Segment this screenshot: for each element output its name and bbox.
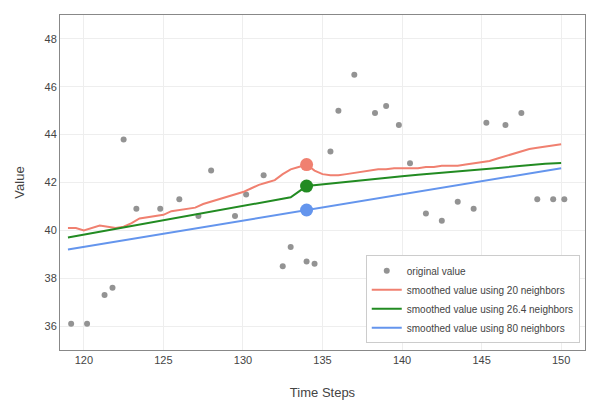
svg-text:150: 150 [552, 354, 570, 366]
svg-text:120: 120 [75, 354, 93, 366]
svg-text:145: 145 [472, 354, 490, 366]
svg-text:48: 48 [45, 33, 57, 45]
svg-text:130: 130 [234, 354, 252, 366]
svg-text:original value: original value [407, 266, 466, 277]
svg-text:36: 36 [45, 320, 57, 332]
svg-text:46: 46 [45, 81, 57, 93]
svg-text:44: 44 [45, 128, 57, 140]
svg-text:smoothed value using 80 neighb: smoothed value using 80 neighbors [407, 323, 565, 334]
svg-text:smoothed value using 26.4 neig: smoothed value using 26.4 neighbors [407, 304, 573, 315]
svg-text:smoothed value using 20 neighb: smoothed value using 20 neighbors [407, 285, 565, 296]
svg-text:Time Steps: Time Steps [290, 385, 356, 400]
svg-text:38: 38 [45, 272, 57, 284]
svg-text:40: 40 [45, 224, 57, 236]
svg-text:125: 125 [154, 354, 172, 366]
svg-text:135: 135 [313, 354, 331, 366]
svg-text:42: 42 [45, 176, 57, 188]
svg-text:140: 140 [393, 354, 411, 366]
svg-text:Value: Value [12, 166, 27, 198]
